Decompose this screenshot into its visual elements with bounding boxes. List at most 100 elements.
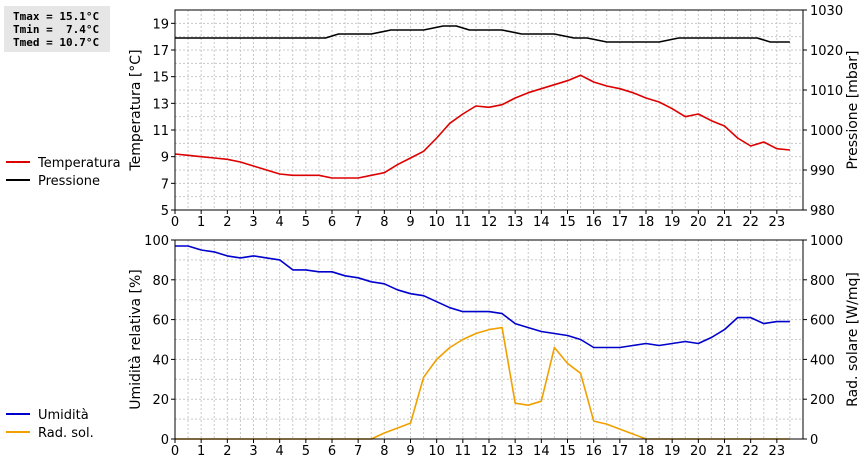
stats-box: Tmax = 15.1°C Tmin = 7.4°C Tmed = 10.7°C [4,6,110,52]
legend-label: Temperatura [37,156,121,171]
y-tick-label-right: 0 [810,433,818,448]
bottom-ylabel-right: Rad. solare [W/mq] [845,272,860,407]
top-series [174,25,790,179]
series-line-pressione [175,25,790,43]
x-tick-label: 9 [406,215,414,230]
y-tick-label-right: 1030 [810,4,843,19]
x-tick-label: 3 [249,215,257,230]
x-tick-label: 9 [406,444,414,459]
x-tick-label: 14 [533,444,550,459]
x-tick-label: 7 [354,215,362,230]
x-tick-label: 16 [585,215,602,230]
y-tick-label-left: 100 [144,234,169,249]
y-tick-label-right: 1000 [810,234,843,249]
x-tick-label: 10 [428,215,445,230]
legend-label: Pressione [38,174,100,189]
top-legend: Temperatura Pressione [6,156,121,189]
legend-label: Rad. sol. [38,426,94,441]
top-grid [175,10,803,210]
x-tick-label: 22 [742,444,759,459]
series-line-temperatura [174,74,790,179]
y-tick-label-left: 7 [161,177,169,192]
x-tick-label: 0 [171,444,179,459]
y-tick-label-right: 980 [810,204,835,219]
x-tick-label: 1 [197,215,205,230]
bottom-grid [175,240,803,439]
x-tick-label: 14 [533,215,550,230]
top-ylabel-right: Pressione [mbar] [845,50,860,169]
x-tick-label: 18 [638,444,655,459]
x-tick-label: 7 [354,444,362,459]
x-tick-label: 12 [481,215,498,230]
x-tick-label: 19 [664,444,681,459]
y-tick-label-right: 600 [810,314,835,329]
y-tick-label-right: 400 [810,353,835,368]
x-tick-label: 8 [380,215,388,230]
bottom-ylabel-left: Umidità relativa [%] [128,269,144,410]
y-tick-label-left: 5 [161,204,169,219]
y-tick-label-right: 1020 [810,44,843,59]
y-tick-label-left: 19 [152,17,169,32]
series-line-umidit- [175,245,790,349]
y-tick-label-left: 0 [161,433,169,448]
x-tick-label: 5 [302,444,310,459]
x-tick-label: 18 [638,215,655,230]
x-tick-label: 6 [328,215,336,230]
series-line-rad-sol- [175,326,790,440]
x-tick-label: 20 [690,444,707,459]
x-tick-label: 17 [612,444,629,459]
y-tick-label-left: 13 [152,97,169,112]
x-tick-label: 5 [302,215,310,230]
bottom-legend: Umidità Rad. sol. [6,408,94,441]
y-tick-label-left: 20 [152,393,169,408]
x-tick-label: 4 [276,215,284,230]
x-tick-label: 16 [585,444,602,459]
y-tick-label-left: 11 [152,124,169,139]
bottom-series [175,245,790,440]
x-tick-label: 22 [742,215,759,230]
x-tick-label: 12 [481,444,498,459]
y-tick-label-right: 1010 [810,84,843,99]
x-tick-label: 13 [507,215,524,230]
y-tick-label-right: 200 [810,393,835,408]
y-tick-label-left: 9 [161,151,169,166]
tmed-text: Tmed = 10.7°C [13,36,100,49]
x-tick-label: 13 [507,444,524,459]
y-tick-label-left: 60 [152,314,169,329]
x-tick-label: 3 [249,444,257,459]
x-tick-label: 4 [276,444,284,459]
tmax-text: Tmax = 15.1°C [13,10,100,23]
x-tick-label: 17 [612,215,629,230]
y-tick-label-left: 40 [152,353,169,368]
top-chart: 0 1 2 3 4 5 6 7 8 9 10 11 12 13 14 15 16 17 18 19 20 21 22 2357… [6,4,860,230]
y-tick-label-right: 990 [810,164,835,179]
top-ylabel-left: Temperatura [°C] [128,49,144,171]
x-tick-label: 21 [716,444,733,459]
bottom-chart: 0 1 2 3 4 5 6 7 8 9 10 11 12 13 14 15 16 17 18 19 20 21 22 2302… [6,234,860,459]
x-tick-label: 20 [690,215,707,230]
tmin-text: Tmin = 7.4°C [13,23,100,36]
y-tick-label-left: 15 [152,71,169,86]
x-tick-label: 23 [769,215,786,230]
x-tick-label: 21 [716,215,733,230]
x-tick-label: 8 [380,444,388,459]
x-tick-label: 2 [223,215,231,230]
bottom-ticks: 0 1 2 3 4 5 6 7 8 9 10 11 12 13 14 15 16 17 18 19 20 21 22 2302… [144,234,843,459]
x-tick-label: 15 [559,215,576,230]
x-tick-label: 10 [428,444,445,459]
y-tick-label-right: 1000 [810,124,843,139]
x-tick-label: 19 [664,215,681,230]
top-ticks: 0 1 2 3 4 5 6 7 8 9 10 11 12 13 14 15 16 17 18 19 20 21 22 2357… [152,4,843,230]
x-tick-label: 6 [328,444,336,459]
x-tick-label: 23 [769,444,786,459]
x-tick-label: 15 [559,444,576,459]
x-tick-label: 1 [197,444,205,459]
x-tick-label: 11 [455,444,472,459]
y-tick-label-left: 80 [152,274,169,289]
y-tick-label-left: 17 [152,44,169,59]
x-tick-label: 0 [171,215,179,230]
y-tick-label-right: 800 [810,274,835,289]
x-tick-label: 11 [455,215,472,230]
legend-label: Umidità [38,408,89,423]
